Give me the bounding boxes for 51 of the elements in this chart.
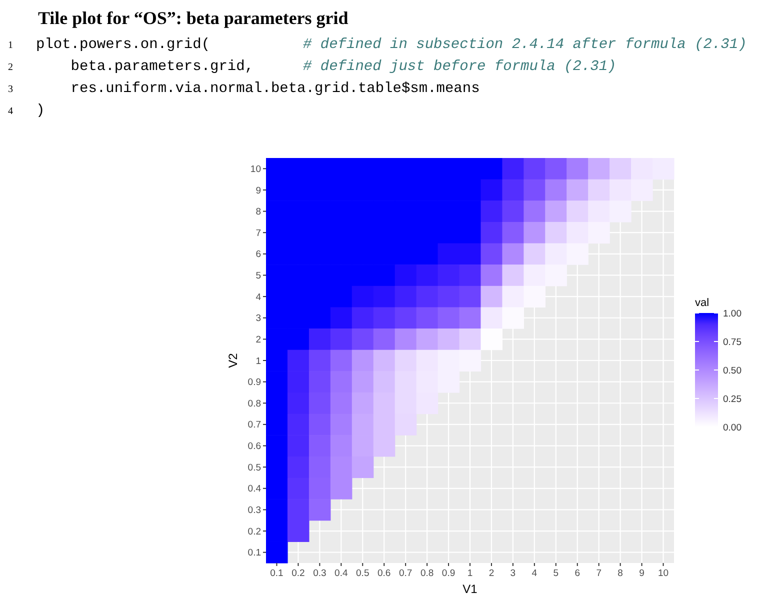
x-tick-label: 0.1 <box>270 568 284 579</box>
color-bar-label: 0.00 <box>723 422 742 434</box>
x-tick-label: 0.9 <box>442 568 456 579</box>
x-tick-label: 0.7 <box>398 568 412 579</box>
x-tick-label: 6 <box>574 568 580 579</box>
y-tick-label: 0.7 <box>248 420 261 431</box>
x-tick-label: 0.8 <box>420 568 434 579</box>
y-tick-label: 4 <box>256 292 261 303</box>
y-tick-label: 10 <box>250 164 261 175</box>
color-bar-label: 0.75 <box>723 337 742 348</box>
y-tick-label: 0.4 <box>248 484 261 495</box>
x-tick-label: 10 <box>658 568 669 579</box>
legend-title: val <box>695 297 710 309</box>
text: 4 ) <box>8 103 45 119</box>
x-tick-label: 0.6 <box>377 568 391 579</box>
y-tick-label: 2 <box>256 334 261 346</box>
x-tick-label: 9 <box>639 568 644 579</box>
x-tick-label: 1 <box>467 568 473 579</box>
y-tick-label: 6 <box>256 249 261 260</box>
y-tick-label: 0.1 <box>248 548 261 559</box>
x-tick-label: 2 <box>488 568 494 579</box>
y-tick-label: 1 <box>256 356 261 367</box>
y-tick-label: 0.3 <box>248 505 261 516</box>
y-tick-label: 3 <box>256 313 261 324</box>
y-tick-label: 0.9 <box>248 377 261 388</box>
text: 3 res.uniform.via.normal.beta.grid.table$sm.means <box>8 81 480 97</box>
x-tick-label: 0.4 <box>334 568 348 579</box>
y-tick-label: 0.2 <box>248 526 261 538</box>
x-tick-label: 0.3 <box>313 568 326 579</box>
y-tick-label: 7 <box>256 228 261 239</box>
y-axis-title: V2 <box>226 352 240 368</box>
x-tick-label: 5 <box>553 568 559 579</box>
x-axis-title: V1 <box>462 582 478 596</box>
x-tick-label: 0.2 <box>292 568 305 579</box>
y-tick-label: 9 <box>256 185 261 196</box>
y-tick-label: 0.5 <box>248 462 261 474</box>
y-tick-label: 5 <box>256 270 261 282</box>
text: 2 beta.parameters.grid, # defined just before formula (2.31) <box>8 59 616 75</box>
x-tick-label: 0.5 <box>356 568 370 579</box>
y-tick-label: 0.8 <box>248 398 261 410</box>
color-bar-label: 1.00 <box>723 308 742 320</box>
x-tick-label: 7 <box>596 568 602 579</box>
x-tick-label: 4 <box>532 568 538 579</box>
chart-title: Tile plot for “OS”: beta parameters grid <box>38 8 348 28</box>
x-tick-label: 8 <box>618 568 623 579</box>
y-tick-label: 8 <box>256 206 261 218</box>
x-tick-label: 3 <box>510 568 516 579</box>
color-bar-label: 0.50 <box>723 366 742 376</box>
y-tick-label: 0.6 <box>248 441 261 452</box>
text: 1 plot.powers.on.grid( # defined in subsection 2.4.14 after formula (2.31) <box>8 37 747 53</box>
color-bar-label: 0.25 <box>723 394 742 405</box>
